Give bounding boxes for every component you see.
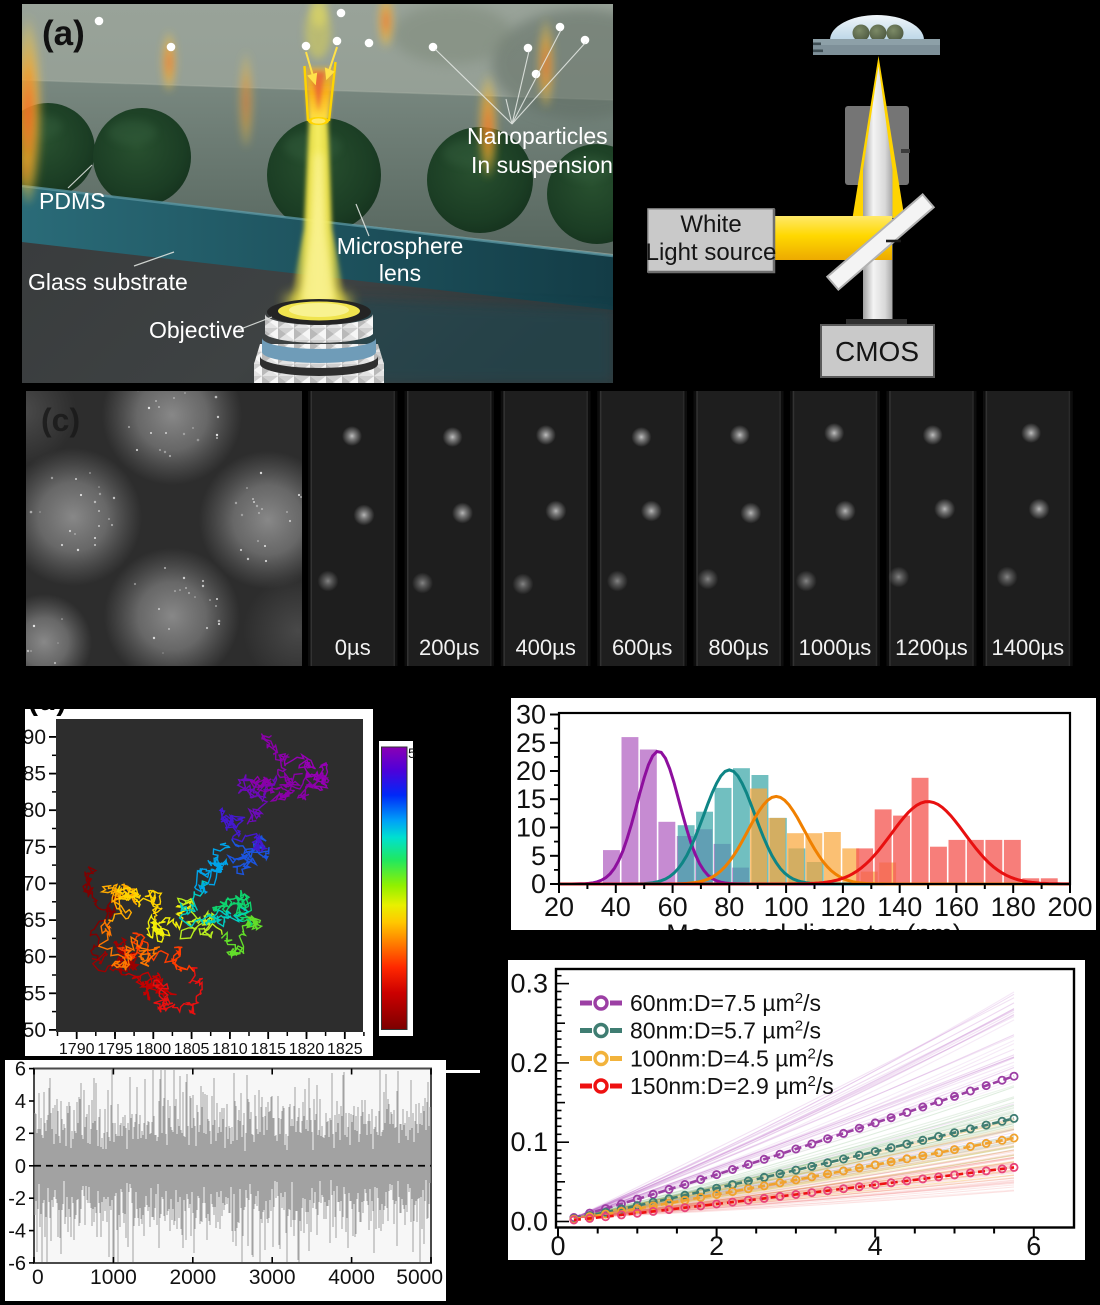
svg-text:60: 60 [25,946,46,969]
svg-text:5: 5 [531,841,546,871]
svg-text:20: 20 [544,892,574,922]
svg-text:0: 0 [531,869,546,899]
svg-text:30: 30 [516,700,546,730]
svg-text:1805: 1805 [174,1041,210,1056]
svg-text:1200µs: 1200µs [895,635,968,660]
svg-text:White: White [680,211,741,238]
svg-text:3000: 3000 [249,1266,296,1289]
svg-text:Microsphere: Microsphere [337,233,464,259]
svg-text:200: 200 [1047,892,1092,922]
svg-text:(d): (d) [28,709,66,717]
svg-text:80nm:D=5.7 µm2/s: 80nm:D=5.7 µm2/s [630,1018,821,1044]
svg-text:2: 2 [709,1231,724,1260]
svg-text:0: 0 [550,1231,565,1260]
svg-text:4: 4 [868,1231,883,1260]
svg-text:180: 180 [991,892,1036,922]
svg-text:400µs: 400µs [515,635,575,660]
svg-text:1800: 1800 [136,1041,172,1056]
svg-text:(a): (a) [42,14,85,53]
svg-text:PDMS: PDMS [39,188,105,214]
svg-text:120: 120 [820,892,865,922]
svg-text:85: 85 [25,763,46,786]
svg-text:80: 80 [714,892,744,922]
svg-text:90: 90 [25,726,46,749]
svg-text:(c): (c) [41,402,80,438]
svg-text:600µs: 600µs [612,635,672,660]
svg-text:75: 75 [25,836,46,859]
svg-text:80: 80 [25,799,46,822]
svg-text:1815: 1815 [250,1041,286,1056]
svg-text:65: 65 [25,909,46,932]
svg-text:70: 70 [25,872,46,895]
svg-text:800µs: 800µs [708,635,768,660]
svg-text:15: 15 [516,784,546,814]
svg-text:25: 25 [516,728,546,758]
svg-text:10: 10 [516,813,546,843]
svg-text:1790: 1790 [59,1041,95,1056]
svg-text:1000µs: 1000µs [799,635,872,660]
svg-text:-2: -2 [8,1188,26,1210]
svg-text:40: 40 [601,892,631,922]
svg-text:-4: -4 [8,1221,26,1243]
svg-text:5000: 5000 [396,1266,443,1289]
svg-text:200µs: 200µs [419,635,479,660]
svg-text:2: 2 [15,1123,26,1145]
svg-text:2000: 2000 [169,1266,216,1289]
svg-text:6: 6 [1026,1231,1041,1260]
svg-text:4: 4 [15,1091,26,1113]
svg-text:0µs: 0µs [335,635,371,660]
svg-text:lens: lens [379,260,421,286]
svg-text:-6: -6 [8,1253,26,1275]
svg-text:60nm:D=7.5 µm2/s: 60nm:D=7.5 µm2/s [630,990,821,1016]
svg-text:Objective: Objective [149,317,245,343]
svg-text:0: 0 [32,1266,44,1289]
svg-text:0.3: 0.3 [510,969,548,999]
svg-text:1820: 1820 [289,1041,325,1056]
svg-text:1795: 1795 [97,1041,133,1056]
svg-text:160: 160 [934,892,979,922]
svg-text:50: 50 [25,1019,46,1042]
svg-text:Measured diameter (nm): Measured diameter (nm) [666,919,962,930]
svg-text:140: 140 [877,892,922,922]
svg-text:1400µs: 1400µs [992,635,1065,660]
svg-text:1000: 1000 [90,1266,137,1289]
svg-text:In suspension: In suspension [471,152,613,178]
svg-text:Glass substrate: Glass substrate [28,269,188,295]
svg-text:150nm:D=2.9 µm2/s: 150nm:D=2.9 µm2/s [630,1073,834,1099]
svg-text:100: 100 [764,892,809,922]
svg-text:CMOS: CMOS [835,336,919,367]
svg-text:Light source: Light source [646,239,777,266]
svg-text:0.2: 0.2 [510,1048,548,1078]
svg-text:0.0: 0.0 [510,1207,548,1237]
svg-text:20: 20 [516,756,546,786]
svg-text:Nanoparticles: Nanoparticles [467,123,608,149]
svg-text:6: 6 [15,1060,26,1081]
svg-text:1825: 1825 [327,1041,363,1056]
svg-text:0: 0 [15,1156,26,1178]
svg-text:4000: 4000 [328,1266,375,1289]
svg-text:0.1: 0.1 [510,1127,548,1157]
svg-text:100nm:D=4.5 µm2/s: 100nm:D=4.5 µm2/s [630,1046,834,1072]
svg-text:1810: 1810 [212,1041,248,1056]
svg-text:5: 5 [408,745,416,761]
svg-text:55: 55 [25,982,46,1005]
svg-text:60: 60 [658,892,688,922]
